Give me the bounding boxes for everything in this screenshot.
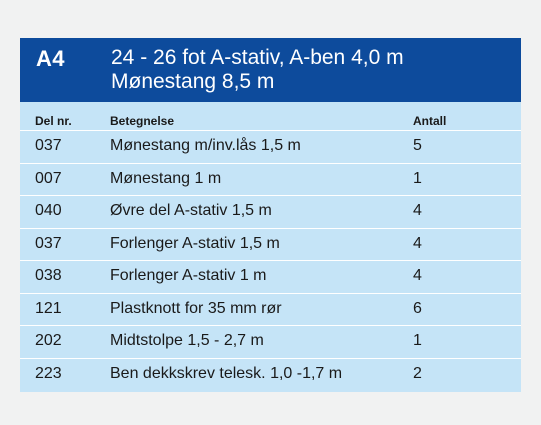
table-row: 038 Forlenger A-stativ 1 m 4 [20,260,521,293]
cell-antall: 1 [413,169,422,187]
cell-antall: 4 [413,267,422,284]
table-row: 037 Mønestang m/inv.lås 1,5 m 5 [20,130,521,163]
cell-betegnelse: Midtstolpe 1,5 - 2,7 m [110,332,264,349]
cell-del-nr: 040 [35,202,62,219]
cell-betegnelse: Mønestang m/inv.lås 1,5 m [110,137,301,154]
table-body: 037 Mønestang m/inv.lås 1,5 m 5 007 Møne… [20,130,521,390]
cell-betegnelse: Plastknott for 35 mm rør [110,299,282,317]
cell-betegnelse: Forlenger A-stativ 1,5 m [110,234,280,252]
cell-del-nr: 007 [35,169,62,187]
cell-del-nr: 037 [35,234,62,252]
column-header-antall: Antall [413,114,447,128]
table-row: 007 Mønestang 1 m 1 [20,162,521,196]
table-row: 202 Midtstolpe 1,5 - 2,7 m 1 [20,325,521,358]
cell-antall: 1 [413,332,422,349]
kit-title-line1: 24 - 26 fot A-stativ, A-ben 4,0 m [111,46,404,69]
kit-title-line2: Mønestang 8,5 m [111,70,275,93]
column-header-del-nr: Del nr. [35,114,72,128]
table-row: 040 Øvre del A-stativ 1,5 m 4 [20,195,521,228]
cell-del-nr: 121 [35,299,62,317]
cell-antall: 4 [413,234,422,252]
kit-title: 24 - 26 fot A-stativ, A-ben 4,0 m Mønest… [111,46,511,94]
cell-betegnelse: Mønestang 1 m [110,169,222,187]
kit-code: A4 [36,46,65,71]
table-row: 223 Ben dekkskrev telesk. 1,0 -1,7 m 2 [20,357,521,391]
table-row: 121 Plastknott for 35 mm rør 6 [20,292,521,326]
cell-del-nr: 202 [35,332,62,349]
cell-antall: 6 [413,299,422,317]
cell-betegnelse: Ben dekkskrev telesk. 1,0 -1,7 m [110,364,343,382]
cell-antall: 5 [413,137,422,154]
table-row: 037 Forlenger A-stativ 1,5 m 4 [20,227,521,261]
cell-betegnelse: Øvre del A-stativ 1,5 m [110,202,272,219]
cell-del-nr: 038 [35,267,62,284]
table-header: A4 24 - 26 fot A-stativ, A-ben 4,0 m Møn… [20,38,521,102]
cell-betegnelse: Forlenger A-stativ 1 m [110,267,267,284]
cell-antall: 4 [413,202,422,219]
cell-del-nr: 223 [35,364,62,382]
parts-table: A4 24 - 26 fot A-stativ, A-ben 4,0 m Møn… [20,38,521,392]
column-header-betegnelse: Betegnelse [110,114,175,128]
cell-del-nr: 037 [35,137,62,154]
cell-antall: 2 [413,364,422,382]
